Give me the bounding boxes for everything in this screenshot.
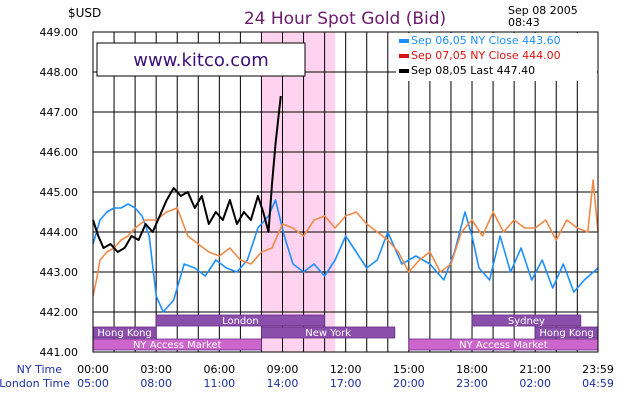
x-tick-label-ny: 03:00 <box>140 363 172 376</box>
y-tick-label: 448.00 <box>40 66 79 79</box>
x-tick-label-london: 23:00 <box>456 377 488 390</box>
x-tick-label-ny: 09:00 <box>267 363 299 376</box>
watermark-text: www.kitco.com <box>133 50 268 71</box>
session-bar <box>155 314 326 327</box>
y-tick-label: 446.00 <box>40 146 79 159</box>
legend-entry: Sep 08,05 Last 447.40 <box>411 64 535 77</box>
plot-border <box>92 31 599 353</box>
session-bar <box>261 326 396 339</box>
price-series <box>92 95 599 313</box>
legend: Sep 06,05 NY Close 443.60 Sep 07,05 NY Cl… <box>396 33 597 81</box>
x-tick-label-ny: 00:00 <box>77 363 109 376</box>
x-tick-label-london: 04:59 <box>582 377 614 390</box>
x-tick-label-ny: 12:00 <box>330 363 362 376</box>
session-label: Hong Kong <box>97 328 151 339</box>
x-tick-label-london: 14:00 <box>267 377 299 390</box>
y-tick-label: 447.00 <box>40 106 79 119</box>
x-tick-label-london: 17:00 <box>330 377 362 390</box>
x-tick-label-ny: 23:59 <box>582 363 614 376</box>
x-tick-label-london: 20:00 <box>393 377 425 390</box>
currency-label: $USD <box>68 6 101 20</box>
session-label: Sydney <box>508 316 545 327</box>
y-tick-label: 444.00 <box>40 226 79 239</box>
session-label: Hong Kong <box>539 328 593 339</box>
legend-entry: Sep 06,05 NY Close 443.60 <box>411 34 561 47</box>
x-tick-label-london: 02:00 <box>519 377 551 390</box>
london-time-row-label: London Time <box>0 377 70 390</box>
series-line <box>92 199 599 313</box>
x-tick-label-ny: 15:00 <box>393 363 425 376</box>
legend-swatch <box>399 69 409 73</box>
chart-title: 24 Hour Spot Gold (Bid) <box>244 9 446 29</box>
date-label: Sep 08 2005 <box>508 4 578 17</box>
session-label: NY Access Market <box>459 340 548 351</box>
session-bar <box>471 314 582 327</box>
y-tick-label: 445.00 <box>40 186 79 199</box>
y-tick-label: 449.00 <box>40 26 79 39</box>
x-tick-label-london: 08:00 <box>140 377 172 390</box>
y-axis-ticks: 441.00 442.00 443.00 444.00 445.00 446.00 447.… <box>40 26 79 359</box>
session-label: New York <box>305 328 351 339</box>
y-tick-label: 443.00 <box>40 266 79 279</box>
x-tick-label-london: 05:00 <box>77 377 109 390</box>
x-tick-label-london: 11:00 <box>203 377 235 390</box>
y-tick-label: 442.00 <box>40 306 79 319</box>
series-line <box>92 95 282 253</box>
time-label: 08:43 <box>508 16 540 29</box>
x-tick-label-ny: 21:00 <box>519 363 551 376</box>
legend-box <box>396 33 597 81</box>
ny-time-row-label: NY Time <box>17 363 63 376</box>
legend-swatch <box>399 54 409 58</box>
x-tick-label-ny: 06:00 <box>203 363 235 376</box>
legend-swatch <box>399 39 409 43</box>
y-tick-label: 441.00 <box>40 346 79 359</box>
series-line <box>92 179 599 297</box>
session-label: London <box>222 316 259 327</box>
legend-entry: Sep 07,05 NY Close 444.00 <box>411 49 561 62</box>
x-tick-label-ny: 18:00 <box>456 363 488 376</box>
session-label: NY Access Market <box>133 340 222 351</box>
watermark-box <box>96 42 306 77</box>
